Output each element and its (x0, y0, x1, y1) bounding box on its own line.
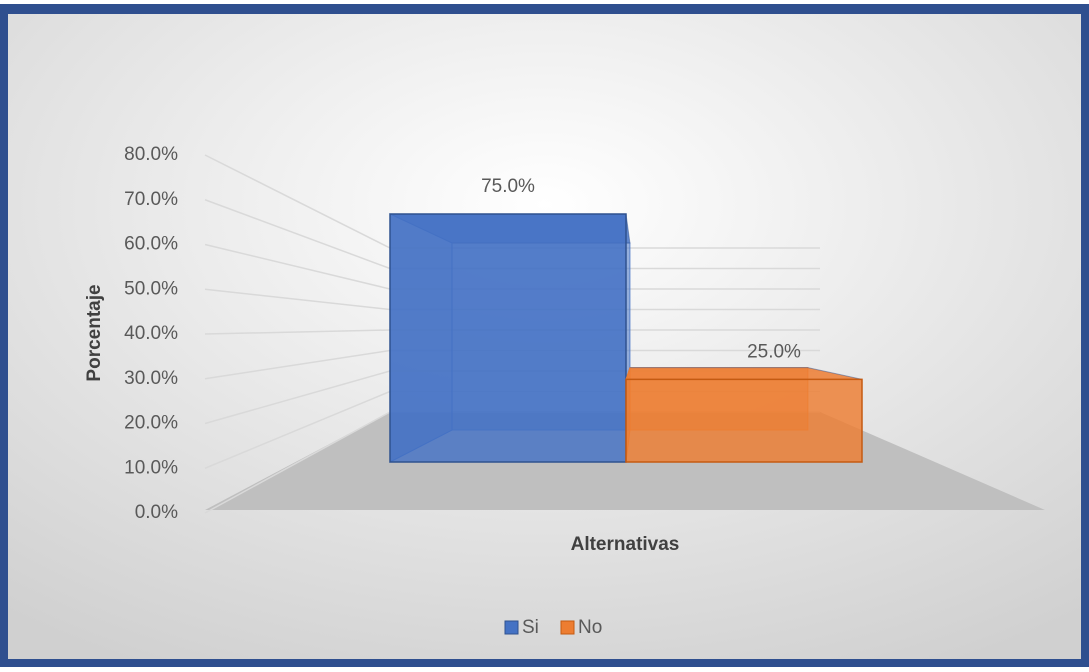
legend-label: Si (522, 617, 539, 638)
data-label: 25.0% (747, 341, 801, 362)
y-tick-label: 80.0% (124, 144, 178, 165)
grid-line (204, 329, 391, 335)
grid-line (204, 243, 391, 290)
y-tick-label: 60.0% (124, 234, 178, 255)
legend-swatch (504, 620, 519, 635)
y-tick-label: 40.0% (124, 323, 178, 344)
top-band (0, 4, 1089, 14)
grid-line (204, 370, 391, 425)
legend-swatch (560, 620, 575, 635)
grid-line (204, 411, 391, 514)
y-tick-label: 20.0% (124, 413, 178, 434)
y-tick-label: 10.0% (124, 457, 178, 478)
grid-line (204, 288, 391, 311)
y-tick-label: 50.0% (124, 278, 178, 299)
y-axis-title: Porcentaje (84, 284, 105, 381)
y-tick-label: 30.0% (124, 368, 178, 389)
y-tick-label: 0.0% (135, 502, 178, 523)
bar-front (389, 213, 627, 463)
grid-line (204, 199, 391, 270)
y-tick-label: 70.0% (124, 189, 178, 210)
legend-label: No (578, 617, 602, 638)
grid-line (204, 349, 391, 380)
grid-line (204, 154, 391, 249)
bar-front (625, 378, 863, 463)
data-label: 75.0% (481, 176, 535, 197)
x-axis-title: Alternativas (571, 534, 680, 555)
grid-line (204, 390, 391, 469)
